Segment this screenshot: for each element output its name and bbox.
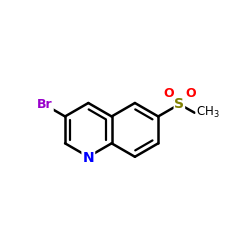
Text: CH$_3$: CH$_3$ xyxy=(196,105,220,120)
Text: O: O xyxy=(185,87,196,100)
Text: N: N xyxy=(82,151,94,165)
Text: S: S xyxy=(174,97,184,111)
Text: Br: Br xyxy=(37,98,53,111)
Text: O: O xyxy=(163,87,174,100)
